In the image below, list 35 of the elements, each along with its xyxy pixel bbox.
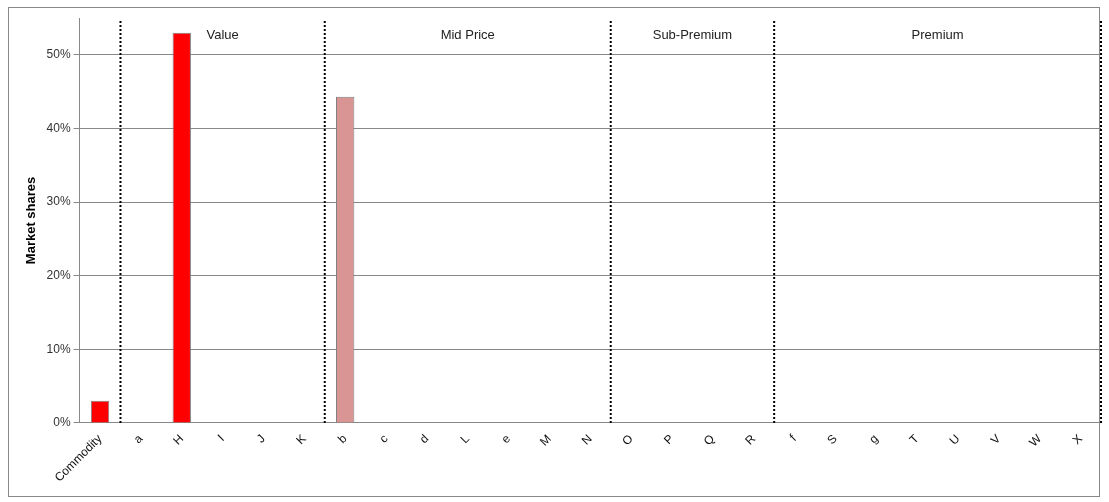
annotation: Sub-Premium <box>652 26 733 42</box>
x-tick-label: R <box>742 431 759 448</box>
x-tick-label: b <box>335 431 350 447</box>
x-tick-label: g <box>866 431 881 447</box>
x-tick-label: a <box>130 431 146 447</box>
x-tick-label: H <box>170 431 187 448</box>
x-tick-label: M <box>536 431 554 449</box>
x-tick-label: S <box>824 431 840 448</box>
x-tick-label: P <box>660 431 677 448</box>
x-tick-label: Q <box>700 431 718 449</box>
annotation: Value <box>206 26 239 42</box>
x-tick-label: X <box>1069 431 1086 448</box>
x-tick-label: K <box>293 431 309 448</box>
y-tick-label: 30% <box>46 194 71 209</box>
x-tick-label: T <box>906 431 923 447</box>
y-tick-label: 0% <box>53 415 71 430</box>
x-tick-label: c <box>376 431 391 446</box>
x-tick-label: d <box>416 431 432 447</box>
x-tick-label: f <box>786 431 800 444</box>
x-tick-label: O <box>619 431 636 449</box>
x-tick-label: U <box>946 431 963 448</box>
x-tick-label: J <box>253 431 268 446</box>
x-tick-label: I <box>214 431 228 444</box>
x-tick-label: N <box>578 431 595 448</box>
y-tick-label: 50% <box>46 47 71 62</box>
annotation: Mid Price <box>440 26 495 42</box>
x-tick-label: V <box>987 431 1004 448</box>
x-tick-label: L <box>457 431 473 447</box>
y-tick-label: 20% <box>46 267 71 282</box>
x-tick-label: e <box>498 431 514 447</box>
y-tick-label: 40% <box>46 120 71 135</box>
y-axis-title: Market shares <box>23 176 39 265</box>
annotation: Premium <box>911 26 964 42</box>
x-tick-label: W <box>1026 431 1045 450</box>
y-tick-label: 10% <box>46 341 71 356</box>
